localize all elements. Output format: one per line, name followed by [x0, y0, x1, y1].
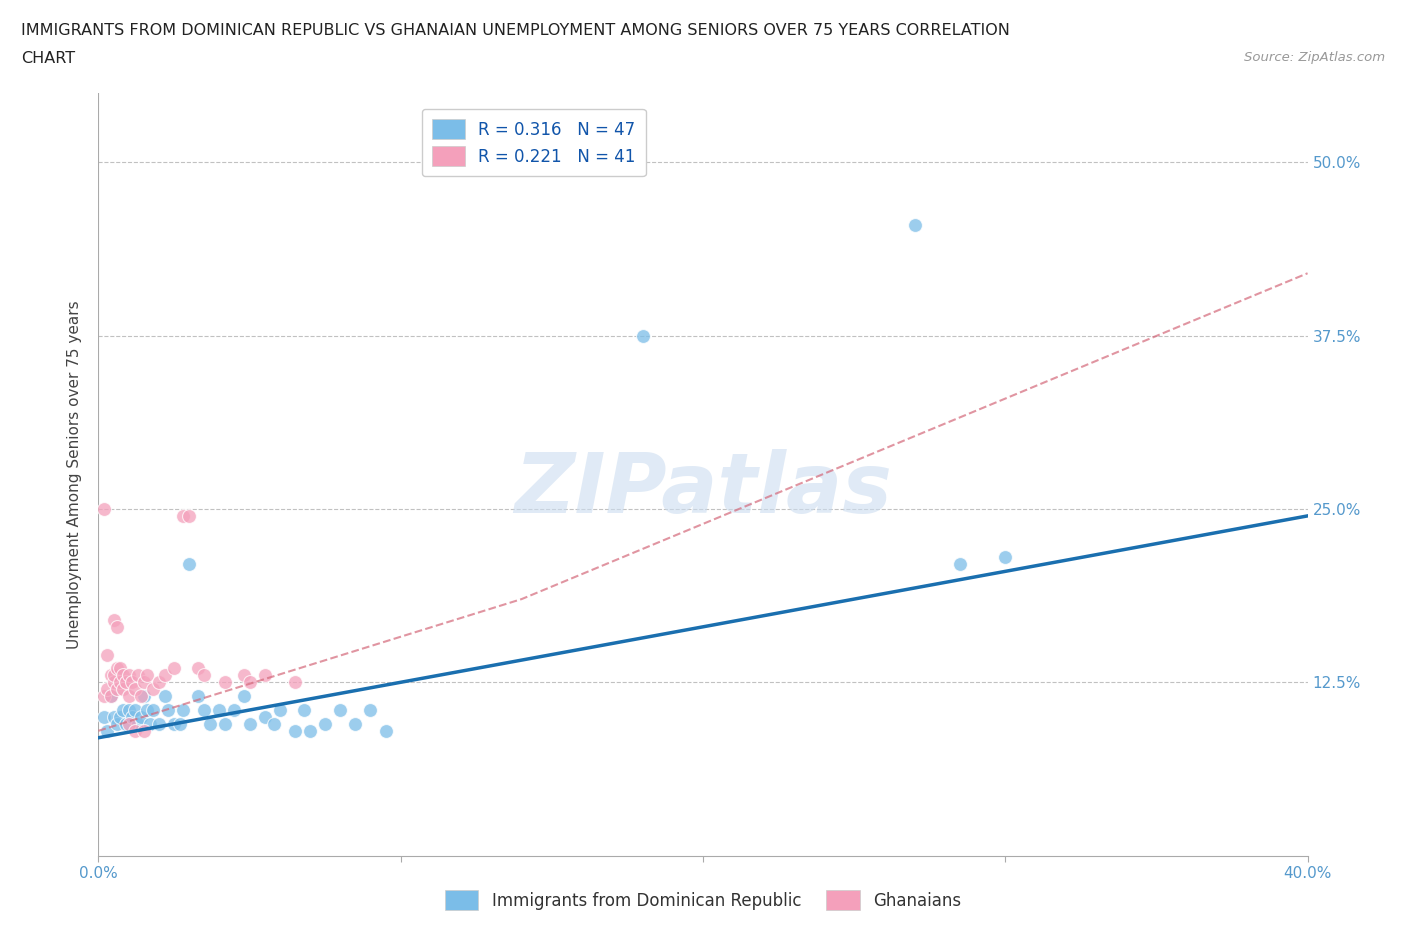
Point	[105, 716, 128, 731]
Point	[187, 661, 209, 676]
Point	[103, 675, 125, 690]
Point	[224, 702, 246, 717]
Point	[200, 716, 222, 731]
Point	[129, 710, 152, 724]
Point	[284, 724, 307, 738]
Point	[132, 724, 155, 738]
Point	[100, 689, 122, 704]
Point	[103, 710, 125, 724]
Point	[631, 328, 654, 343]
Point	[214, 675, 236, 690]
Point	[111, 702, 134, 717]
Point	[142, 702, 165, 717]
Point	[108, 675, 131, 690]
Point	[124, 682, 146, 697]
Point	[96, 647, 118, 662]
Point	[904, 218, 927, 232]
Legend: R = 0.316   N = 47, R = 0.221   N = 41: R = 0.316 N = 47, R = 0.221 N = 41	[422, 109, 645, 177]
Text: ZIPatlas: ZIPatlas	[515, 449, 891, 530]
Point	[100, 689, 122, 704]
Text: Source: ZipAtlas.com: Source: ZipAtlas.com	[1244, 51, 1385, 64]
Point	[93, 689, 115, 704]
Point	[344, 716, 367, 731]
Point	[253, 668, 276, 683]
Point	[100, 668, 122, 683]
Point	[129, 689, 152, 704]
Point	[105, 682, 128, 697]
Point	[179, 557, 201, 572]
Point	[132, 675, 155, 690]
Point	[108, 710, 131, 724]
Point	[269, 702, 291, 717]
Point	[253, 710, 276, 724]
Point	[148, 675, 170, 690]
Point	[193, 668, 215, 683]
Point	[949, 557, 972, 572]
Point	[118, 716, 141, 731]
Point	[135, 702, 157, 717]
Point	[172, 509, 194, 524]
Point	[163, 661, 186, 676]
Point	[114, 716, 136, 731]
Point	[135, 668, 157, 683]
Point	[111, 682, 134, 697]
Point	[108, 661, 131, 676]
Point	[329, 702, 352, 717]
Point	[232, 689, 254, 704]
Point	[193, 702, 215, 717]
Point	[169, 716, 191, 731]
Point	[163, 716, 186, 731]
Point	[118, 668, 141, 683]
Point	[156, 702, 179, 717]
Point	[96, 682, 118, 697]
Point	[111, 668, 134, 683]
Point	[263, 716, 285, 731]
Point	[360, 702, 382, 717]
Point	[214, 716, 236, 731]
Point	[93, 501, 115, 516]
Point	[374, 724, 396, 738]
Point	[121, 675, 143, 690]
Point	[114, 675, 136, 690]
Point	[172, 702, 194, 717]
Point	[93, 710, 115, 724]
Legend: Immigrants from Dominican Republic, Ghanaians: Immigrants from Dominican Republic, Ghan…	[439, 884, 967, 917]
Point	[292, 702, 315, 717]
Point	[314, 716, 336, 731]
Point	[148, 716, 170, 731]
Point	[105, 661, 128, 676]
Point	[118, 702, 141, 717]
Point	[103, 668, 125, 683]
Point	[153, 689, 176, 704]
Point	[105, 619, 128, 634]
Point	[121, 710, 143, 724]
Point	[299, 724, 322, 738]
Point	[96, 724, 118, 738]
Point	[153, 668, 176, 683]
Point	[239, 716, 262, 731]
Point	[139, 716, 162, 731]
Point	[127, 716, 149, 731]
Point	[232, 668, 254, 683]
Point	[187, 689, 209, 704]
Y-axis label: Unemployment Among Seniors over 75 years: Unemployment Among Seniors over 75 years	[67, 300, 83, 648]
Point	[124, 724, 146, 738]
Point	[142, 682, 165, 697]
Point	[208, 702, 231, 717]
Point	[124, 702, 146, 717]
Point	[239, 675, 262, 690]
Text: CHART: CHART	[21, 51, 75, 66]
Point	[132, 689, 155, 704]
Point	[127, 668, 149, 683]
Point	[118, 689, 141, 704]
Point	[103, 613, 125, 628]
Text: IMMIGRANTS FROM DOMINICAN REPUBLIC VS GHANAIAN UNEMPLOYMENT AMONG SENIORS OVER 7: IMMIGRANTS FROM DOMINICAN REPUBLIC VS GH…	[21, 23, 1010, 38]
Point	[284, 675, 307, 690]
Point	[179, 509, 201, 524]
Point	[994, 550, 1017, 565]
